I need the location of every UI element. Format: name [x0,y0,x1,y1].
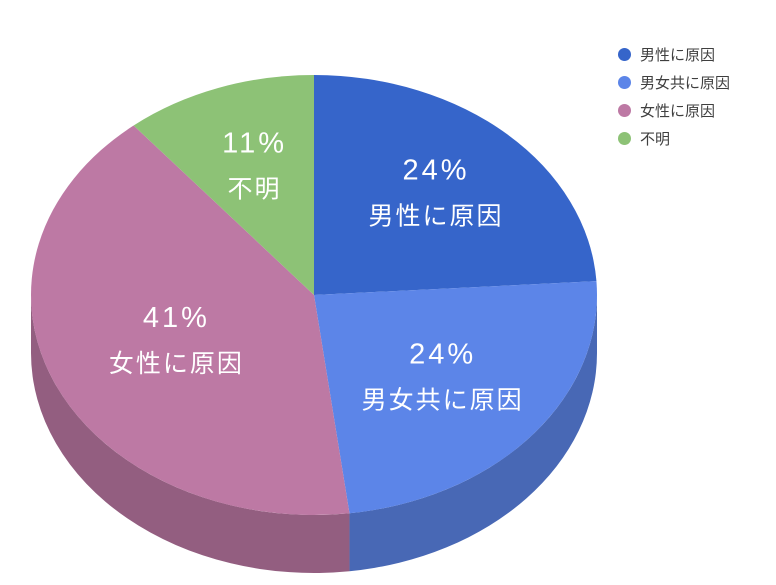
legend-swatch-icon [618,103,631,117]
slice-name-label-2: 女性に原因 [109,350,244,378]
pie-slice-0[interactable] [314,75,597,295]
slice-name-label-1: 男女共に原因 [362,386,524,414]
legend-item-3[interactable]: 不明 [618,124,730,152]
slice-percent-label-2: 41% [143,302,210,334]
slice-name-label-0: 男性に原因 [369,203,504,231]
legend-item-1[interactable]: 男女共に原因 [618,68,730,96]
slice-percent-label-3: 11% [222,127,287,159]
legend-label: 不明 [640,130,671,148]
legend-swatch-icon [618,131,631,145]
chart-legend: 男性に原因男女共に原因 女性に原因不明 [618,40,730,152]
legend-label: 女性に原因 [640,102,716,120]
slice-percent-label-1: 24% [409,338,476,370]
pie-slice-2[interactable] [31,125,350,515]
slice-percent-label-0: 24% [403,155,470,187]
legend-swatch-icon [618,75,631,89]
legend-item-0[interactable]: 男性に原因 [618,40,730,68]
pie-slice-3[interactable] [133,75,314,295]
pie-slice-side-1 [349,295,597,572]
legend-label: 男女共に原因 [640,74,731,92]
pie-slice-side-2 [31,295,350,574]
pie-slice-1[interactable] [314,281,597,514]
legend-swatch-icon [618,47,631,61]
slice-name-label-3: 不明 [228,175,282,203]
legend-item-2[interactable]: 女性に原因 [618,96,730,124]
legend-label: 男性に原因 [640,46,716,64]
